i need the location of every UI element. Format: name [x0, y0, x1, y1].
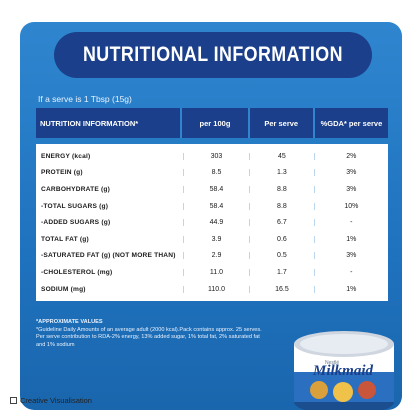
value-gda: 3%	[313, 252, 388, 260]
footnote-line-3: and 1% sodium	[36, 341, 75, 348]
value-per-serve: 8.8	[249, 202, 313, 210]
value-per-serve: 6.7	[249, 219, 313, 227]
value-gda: 1%	[313, 235, 388, 243]
column-header-per-serve: Per serve	[249, 108, 315, 138]
footnotes: *APPROXIMATE VALUES *Guideline Daily Amo…	[36, 319, 294, 349]
table-row: PROTEIN (g) 8.5 1.3 3%	[36, 165, 388, 182]
value-per-serve: 16.5	[249, 285, 313, 293]
table-body: ENERGY (kcal) 303 45 2% PROTEIN (g) 8.5 1.3 3% C…	[36, 144, 388, 302]
value-per100g: 58.4	[182, 202, 249, 210]
table-row: CARBOHYDRATE (g) 58.4 8.8 3%	[36, 181, 388, 198]
table-row: -CHOLESTEROL (mg) 11.0 1.7-	[36, 264, 388, 281]
nutrition-panel: NUTRITIONAL INFORMATION If a serve is 1 …	[20, 22, 402, 410]
product-logo: Milkmaid	[312, 363, 374, 379]
table-header: NUTRITION INFORMATION* per 100g Per serv…	[36, 108, 388, 138]
table-row: -TOTAL SUGARS (g) 58.4 8.8 10%	[36, 198, 388, 215]
value-gda: 3%	[313, 169, 388, 177]
value-gda: -	[313, 219, 388, 227]
value-per100g: 11.0	[182, 268, 249, 276]
nutrient-label: -ADDED SUGARS (g)	[41, 219, 111, 227]
footnote-line-1: *Guideline Daily Amounts of an average a…	[36, 327, 262, 334]
value-per100g: 303	[182, 152, 249, 160]
table-row: SODIUM (mg) 110.0 16.5 1%	[36, 281, 388, 298]
nutrition-table: NUTRITION INFORMATION* per 100g Per serv…	[36, 108, 388, 302]
nutrient-label: -SATURATED FAT (g) (NOT MORE THAN)	[41, 252, 176, 260]
value-per-serve: 45	[249, 152, 313, 160]
nutrient-label: -CHOLESTEROL (mg)	[41, 268, 113, 276]
table-row: ENERGY (kcal) 303 45 2%	[36, 148, 388, 165]
column-header-per100g: per 100g	[182, 108, 250, 138]
checkbox-icon	[10, 397, 17, 404]
value-per-serve: 1.7	[249, 268, 313, 276]
value-per-serve: 0.6	[249, 235, 313, 243]
milkmaid-can-image: Nestlé Milkmaid	[294, 331, 394, 410]
value-per100g: 44.9	[182, 219, 249, 227]
value-per-serve: 8.8	[249, 185, 313, 193]
value-gda: -	[313, 268, 388, 276]
column-header-nutrient: NUTRITION INFORMATION*	[36, 108, 183, 138]
creative-visualisation-note: Creative Visualisation	[10, 396, 92, 405]
value-per-serve: 0.5	[249, 252, 313, 260]
nutrient-label: TOTAL FAT (g)	[41, 235, 89, 243]
value-per100g: 58.4	[182, 185, 249, 193]
nutrient-label: CARBOHYDRATE (g)	[41, 185, 111, 193]
nutrient-label: PROTEIN (g)	[41, 169, 83, 177]
value-per-serve: 1.3	[249, 169, 313, 177]
visual-note-label: Creative Visualisation	[20, 396, 92, 405]
nutrient-label: -TOTAL SUGARS (g)	[41, 202, 109, 210]
serve-note: If a serve is 1 Tbsp (15g)	[38, 94, 132, 104]
nutrient-label: ENERGY (kcal)	[41, 152, 91, 160]
value-per100g: 2.9	[182, 252, 249, 260]
title-banner: NUTRITIONAL INFORMATION	[54, 32, 372, 78]
value-per100g: 3.9	[182, 235, 249, 243]
value-gda: 10%	[313, 202, 388, 210]
brand-logo: Nestlé	[325, 360, 339, 366]
table-row: -SATURATED FAT (g) (NOT MORE THAN) 2.9 0.5…	[36, 248, 388, 265]
table-row: TOTAL FAT (g) 3.9 0.6 1%	[36, 231, 388, 248]
value-per100g: 8.5	[182, 169, 249, 177]
value-gda: 3%	[313, 185, 388, 193]
value-gda: 1%	[313, 285, 388, 293]
value-per100g: 110.0	[182, 285, 249, 293]
column-header-gda: %GDA* per serve	[314, 108, 388, 138]
value-gda: 2%	[313, 152, 388, 160]
footnote-approx: *APPROXIMATE VALUES	[36, 319, 103, 325]
table-row: -ADDED SUGARS (g) 44.9 6.7-	[36, 214, 388, 231]
page-title: NUTRITIONAL INFORMATION	[83, 43, 343, 66]
footnote-line-2: Per serve contribution to RDA-2% energy,…	[36, 334, 260, 341]
nutrient-label: SODIUM (mg)	[41, 285, 86, 293]
